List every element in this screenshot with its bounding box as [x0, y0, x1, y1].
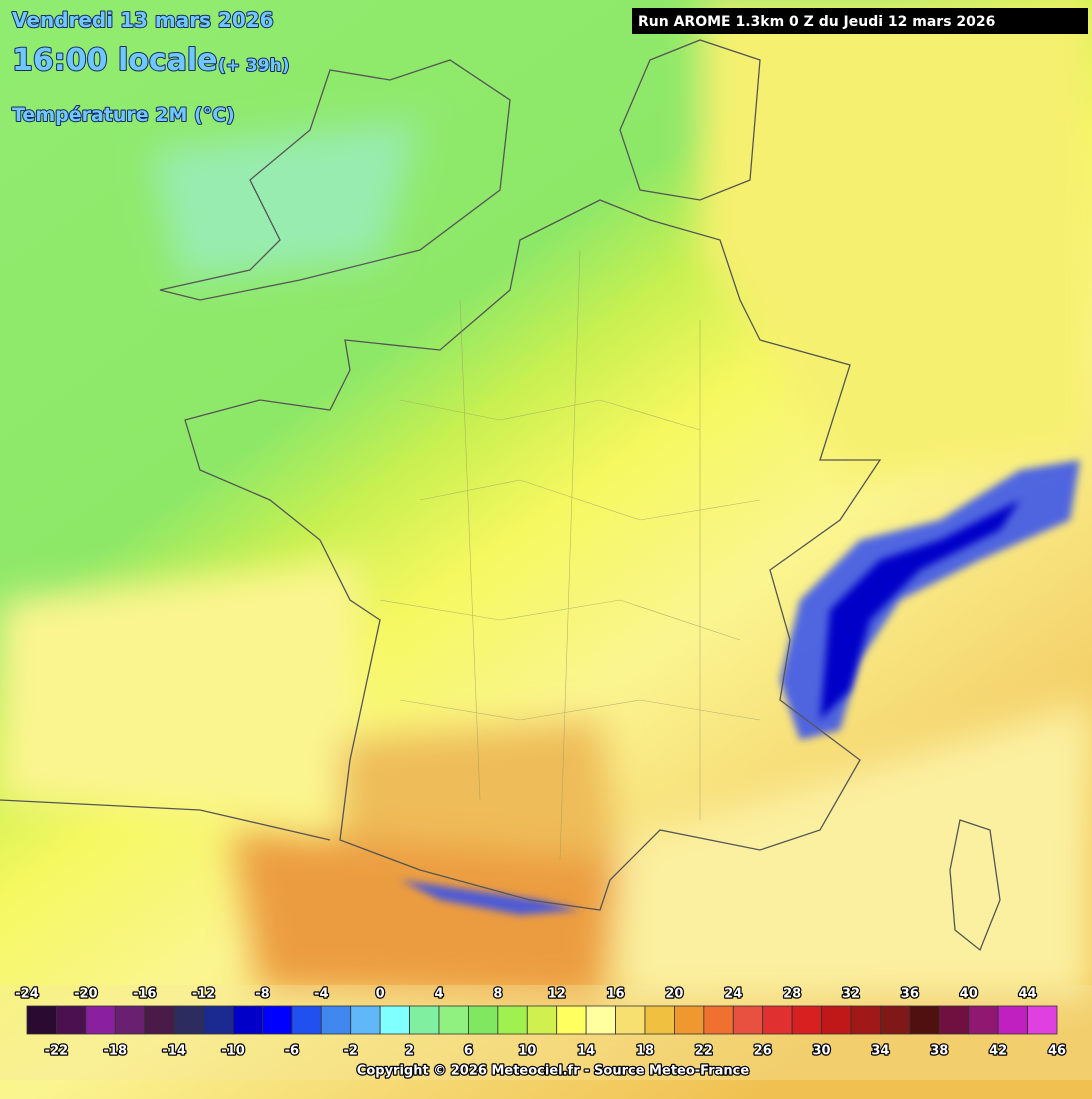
- legend-tick-label: 40: [960, 987, 978, 1002]
- legend-tick-label: -8: [255, 987, 269, 1002]
- copyright: Copyright © 2026 Meteociel.fr - Source M…: [357, 1064, 750, 1079]
- legend-swatch: [26, 1005, 57, 1035]
- legend-tick-label: 14: [577, 1044, 595, 1059]
- legend-swatch: [497, 1005, 528, 1035]
- legend-tick-label: 10: [518, 1044, 536, 1059]
- legend-swatch: [85, 1005, 116, 1035]
- legend-swatch: [232, 1005, 263, 1035]
- legend-tick-label: 6: [464, 1044, 473, 1059]
- legend-swatch: [644, 1005, 675, 1035]
- legend-tick-label: -16: [133, 987, 157, 1002]
- legend-swatch: [674, 1005, 705, 1035]
- legend-swatch: [703, 1005, 734, 1035]
- legend-tick-label: 8: [493, 987, 502, 1002]
- legend-tick-label: 38: [930, 1044, 948, 1059]
- legend-tick-label: 28: [783, 987, 801, 1002]
- legend-tick-label: 26: [754, 1044, 772, 1059]
- run-label: Run AROME 1.3km 0 Z du Jeudi 12 mars 202…: [638, 14, 995, 30]
- run-label-bg: [632, 8, 1088, 34]
- legend-tick-label: 32: [842, 987, 860, 1002]
- legend-swatch: [880, 1005, 911, 1035]
- legend-tick-label: 22: [695, 1044, 713, 1059]
- legend-swatch: [350, 1005, 381, 1035]
- legend-tick-label: 46: [1048, 1044, 1066, 1059]
- legend-tick-label: 12: [548, 987, 566, 1002]
- legend-swatch: [320, 1005, 352, 1035]
- legend-tick-label: 42: [989, 1044, 1007, 1059]
- parameter-label: Température 2M (°C): [12, 104, 235, 126]
- legend-swatch: [585, 1005, 616, 1035]
- legend-swatch: [791, 1005, 822, 1035]
- legend-tick-label: 2: [405, 1044, 414, 1059]
- legend-tick-label: -4: [314, 987, 328, 1002]
- legend-swatch: [291, 1005, 322, 1035]
- legend-swatch: [114, 1005, 146, 1035]
- forecast-time: 16:00 locale: [12, 43, 218, 78]
- legend-tick-label: 20: [665, 987, 683, 1002]
- legend-swatch: [409, 1005, 440, 1035]
- legend-swatch: [203, 1005, 234, 1035]
- legend-swatch: [173, 1005, 204, 1035]
- legend-swatch: [909, 1005, 940, 1035]
- legend-tick-label: -24: [15, 987, 39, 1002]
- legend-swatch: [262, 1005, 293, 1035]
- legend-swatch: [1027, 1005, 1058, 1035]
- legend-tick-label: -12: [192, 987, 216, 1002]
- legend-swatch: [379, 1005, 410, 1035]
- legend-tick-label: 4: [434, 987, 443, 1002]
- legend-swatch: [997, 1005, 1028, 1035]
- legend-tick-label: -18: [104, 1044, 128, 1059]
- legend-tick-label: -10: [221, 1044, 245, 1059]
- legend-swatch: [732, 1005, 764, 1035]
- legend-tick-label: 36: [901, 987, 919, 1002]
- legend-swatch: [56, 1005, 87, 1035]
- legend-tick-label: 16: [607, 987, 625, 1002]
- legend-tick-label: -14: [162, 1044, 186, 1059]
- legend-swatch: [821, 1005, 852, 1035]
- legend-tick-label: 24: [724, 987, 742, 1002]
- legend-tick-label: -20: [74, 987, 98, 1002]
- legend-tick-label: 30: [813, 1044, 831, 1059]
- legend-tick-label: -22: [45, 1044, 69, 1059]
- legend-tick-label: 18: [636, 1044, 654, 1059]
- forecast-date: Vendredi 13 mars 2026: [12, 8, 274, 32]
- color-legend: -24-22-20-18-16-14-12-10-8-6-4-202468101…: [14, 985, 1067, 1060]
- legend-swatch: [850, 1005, 881, 1035]
- legend-swatch: [762, 1005, 793, 1035]
- legend-tick-label: 44: [1019, 987, 1037, 1002]
- legend-swatch: [968, 1005, 999, 1035]
- legend-swatch: [615, 1005, 646, 1035]
- legend-swatch: [556, 1005, 587, 1035]
- legend-swatch: [938, 1005, 970, 1035]
- legend-tick-label: 34: [871, 1044, 889, 1059]
- legend-swatch: [144, 1005, 175, 1035]
- legend-swatch: [468, 1005, 499, 1035]
- forecast-offset: (+ 39h): [218, 56, 289, 76]
- legend-swatch: [526, 1005, 558, 1035]
- legend-tick-label: -6: [285, 1044, 299, 1059]
- legend-tick-label: -2: [343, 1044, 357, 1059]
- legend-swatch: [438, 1005, 469, 1035]
- legend-tick-label: 0: [376, 987, 385, 1002]
